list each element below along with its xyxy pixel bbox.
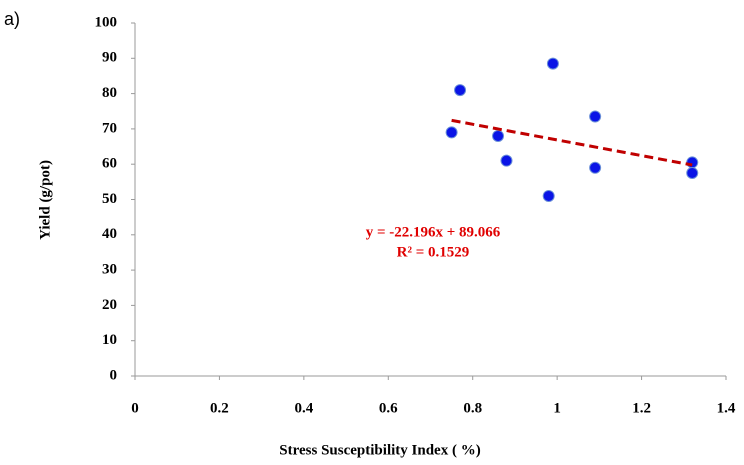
point bbox=[454, 84, 467, 97]
y-tick-label: 90 bbox=[102, 50, 117, 66]
y-tick-label: 60 bbox=[102, 156, 117, 172]
point bbox=[445, 126, 458, 139]
y-tick-label: 50 bbox=[102, 191, 117, 207]
point bbox=[686, 167, 699, 180]
trend-equation: y = -22.196x + 89.066 bbox=[366, 224, 501, 240]
point bbox=[546, 57, 559, 70]
point bbox=[492, 129, 505, 142]
x-tick-label: 0 bbox=[131, 400, 139, 416]
y-tick-label: 0 bbox=[110, 367, 118, 383]
point bbox=[686, 156, 699, 169]
x-axis-label: Stress Susceptibility Index ( %) bbox=[279, 442, 480, 458]
point bbox=[589, 110, 602, 123]
y-tick-label: 100 bbox=[95, 14, 118, 30]
x-tick-label: 0.6 bbox=[379, 400, 398, 416]
y-tick-label: 80 bbox=[102, 85, 117, 101]
x-tick-label: 1 bbox=[553, 400, 561, 416]
r-squared: R² = 0.1529 bbox=[397, 244, 470, 260]
x-tick-label: 0.4 bbox=[294, 400, 313, 416]
point bbox=[500, 154, 513, 167]
x-tick-label: 1.2 bbox=[632, 400, 651, 416]
y-tick-label: 40 bbox=[102, 226, 117, 242]
y-tick-label: 20 bbox=[102, 297, 117, 313]
x-tick-label: 0.8 bbox=[463, 400, 482, 416]
trendline bbox=[451, 118, 693, 167]
x-tick-label: 1.4 bbox=[717, 400, 736, 416]
panel-label: a) bbox=[4, 9, 20, 29]
point bbox=[589, 161, 602, 174]
y-tick-label: 10 bbox=[102, 332, 117, 348]
x-tick-label: 0.2 bbox=[210, 400, 229, 416]
y-tick-label: 70 bbox=[102, 120, 117, 136]
y-axis-label: Yield (g/pot) bbox=[37, 160, 53, 240]
point bbox=[542, 189, 555, 202]
y-tick-label: 30 bbox=[102, 262, 117, 278]
